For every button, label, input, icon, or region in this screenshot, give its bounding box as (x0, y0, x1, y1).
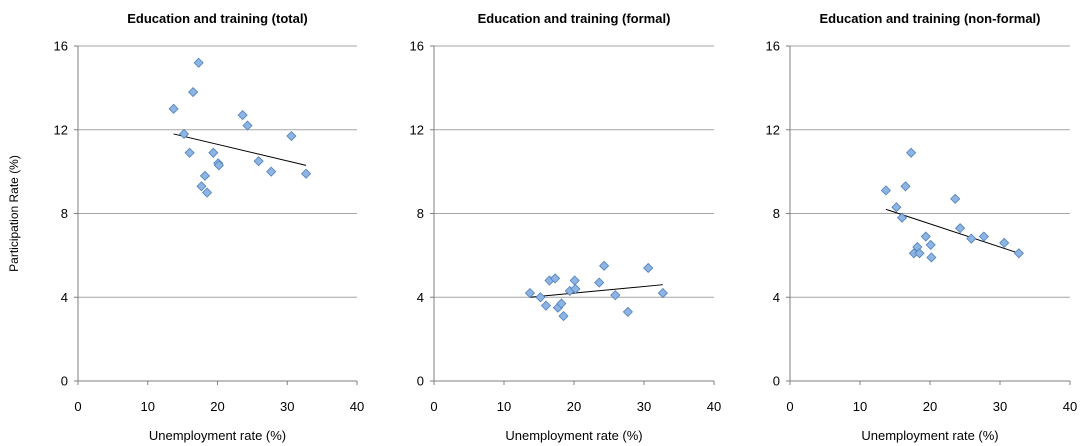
x-tick-label: 10 (853, 399, 867, 414)
y-tick-label: 8 (773, 206, 780, 221)
data-point (570, 283, 581, 294)
x-tick-label: 30 (280, 399, 294, 414)
x-tick-label: 40 (1063, 399, 1077, 414)
trendline (173, 133, 307, 166)
x-tick-label: 20 (567, 399, 581, 414)
data-point (242, 120, 253, 131)
x-tick-label: 10 (497, 399, 511, 414)
data-point (569, 275, 580, 286)
data-point (657, 287, 668, 299)
data-point (622, 306, 633, 317)
data-point (184, 147, 195, 158)
data-point (201, 187, 213, 198)
data-point (1013, 248, 1024, 259)
data-point (950, 193, 961, 204)
data-point (535, 292, 546, 303)
data-point (196, 181, 207, 192)
y-tick-label: 8 (417, 206, 424, 221)
data-point (556, 298, 567, 309)
data-point (286, 130, 297, 142)
data-point (540, 300, 552, 311)
x-axis-label: Unemployment rate (%) (505, 428, 642, 443)
data-point (926, 252, 937, 263)
chart-panel-1: Education and training (total) 0 4 8 12 16 0 10… (7, 11, 364, 443)
data-point (213, 160, 224, 171)
x-tick-label: 20 (210, 399, 224, 414)
y-tick-label: 8 (61, 206, 68, 221)
x-tick-label: 20 (923, 399, 937, 414)
data-point (168, 103, 179, 114)
y-tick-label: 0 (61, 374, 68, 389)
data-point (524, 287, 535, 299)
data-point (920, 231, 931, 242)
data-point (610, 290, 621, 301)
y-tick-label: 4 (417, 290, 424, 305)
chart-panel-2: Education and training (formal) 0 4 8 12 16 0 1… (410, 11, 722, 443)
chart-title: Education and training (formal) (478, 11, 671, 26)
y-tick-label: 12 (410, 122, 424, 137)
x-tick-label: 10 (141, 399, 155, 414)
x-tick-label: 30 (993, 399, 1007, 414)
data-point (199, 170, 211, 181)
data-point (237, 110, 248, 121)
y-tick-label: 0 (417, 374, 424, 389)
chart-panel-3: Education and training (non-formal) 0 4 8 12… (766, 11, 1078, 443)
data-point (891, 202, 902, 213)
y-axis-label: Participation Rate (%) (7, 155, 21, 272)
data-point (253, 156, 264, 167)
x-tick-label: 30 (637, 399, 651, 414)
data-point (178, 128, 190, 140)
x-tick-label: 0 (430, 399, 437, 414)
y-tick-label: 4 (773, 290, 780, 305)
y-tick-label: 12 (766, 122, 780, 137)
data-point (900, 181, 911, 192)
data-point (550, 273, 561, 284)
chart-title: Education and training (total) (127, 11, 308, 26)
x-axis-label: Unemployment rate (%) (149, 428, 286, 443)
x-tick-label: 0 (74, 399, 81, 414)
data-point (966, 233, 977, 244)
data-point (208, 147, 219, 158)
data-point (906, 147, 917, 158)
x-tick-label: 0 (786, 399, 793, 414)
trendline (529, 284, 663, 298)
data-point (266, 166, 277, 177)
data-point (914, 248, 925, 259)
y-tick-label: 16 (766, 39, 780, 54)
data-point (880, 185, 891, 196)
data-point (558, 311, 569, 322)
x-tick-label: 40 (350, 399, 364, 414)
trendline (885, 208, 1020, 254)
data-point (955, 223, 966, 234)
y-tick-label: 16 (410, 39, 424, 54)
x-tick-label: 40 (707, 399, 721, 414)
y-tick-label: 16 (54, 39, 68, 54)
data-point (594, 277, 605, 288)
data-point (188, 86, 199, 98)
data-point (925, 239, 936, 250)
x-axis-label: Unemployment rate (%) (861, 428, 998, 443)
data-point (896, 212, 908, 223)
data-point (999, 237, 1010, 248)
data-point (193, 57, 204, 68)
chart-title: Education and training (non-formal) (820, 11, 1041, 26)
data-point (643, 262, 654, 274)
data-point (599, 260, 610, 271)
y-tick-label: 12 (54, 122, 68, 137)
data-point (301, 168, 312, 179)
y-tick-label: 4 (61, 290, 68, 305)
data-point (978, 231, 989, 242)
y-tick-label: 0 (773, 374, 780, 389)
